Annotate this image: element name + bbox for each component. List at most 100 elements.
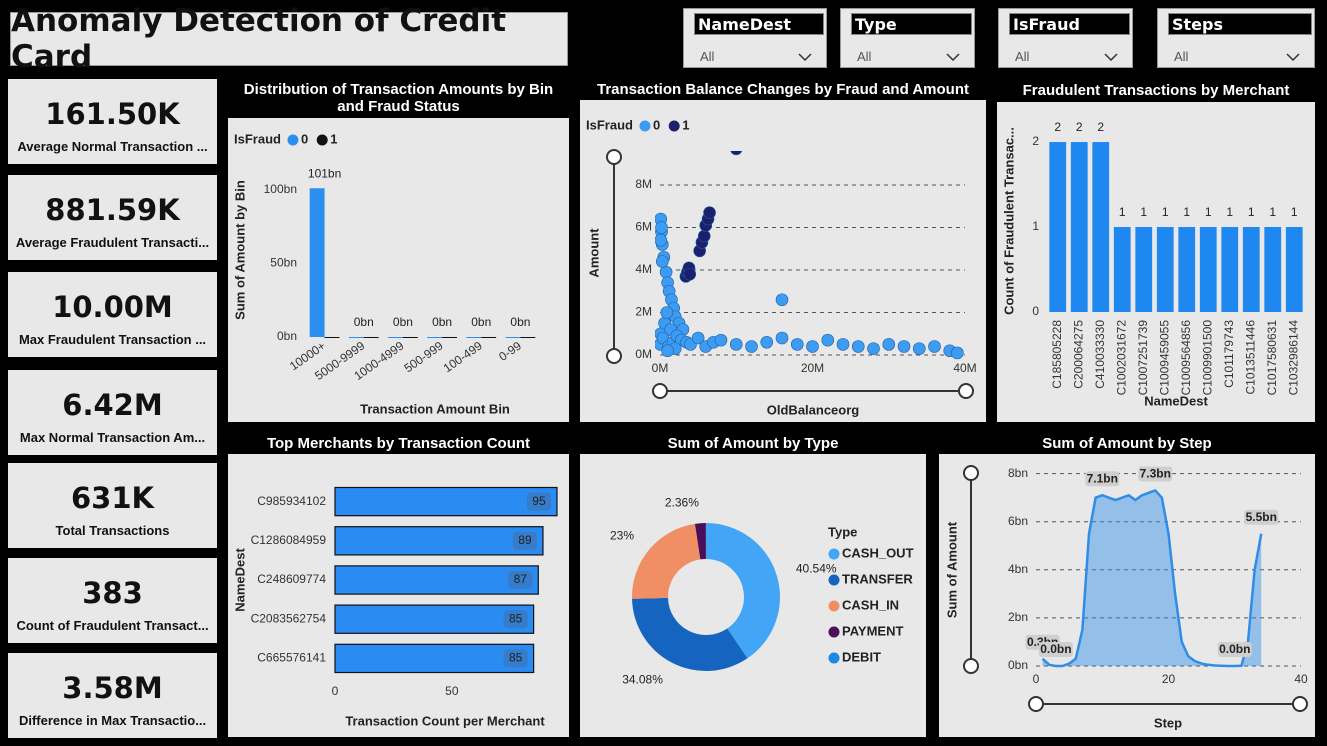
x-tick-label: 20 bbox=[1162, 672, 1176, 686]
scatter-point bbox=[659, 265, 673, 279]
bar bbox=[1285, 227, 1303, 312]
x-tick-label: 0M bbox=[652, 361, 669, 375]
data-label: 0.0bn bbox=[1219, 642, 1250, 656]
chevron bbox=[1286, 53, 1300, 61]
donut-slice bbox=[706, 523, 781, 659]
chart-title: Distribution of Transaction Amounts by B… bbox=[228, 78, 569, 118]
bar bbox=[481, 337, 497, 338]
x-tick-label: 40M bbox=[953, 361, 976, 375]
y-tick-label: 4M bbox=[635, 262, 652, 276]
kpi-value: 3.58M bbox=[62, 671, 163, 705]
data-label: 87 bbox=[514, 572, 528, 586]
legend-label: CASH_IN bbox=[842, 597, 899, 612]
scatter-point bbox=[683, 267, 697, 281]
legend-title: IsFraud bbox=[586, 117, 633, 132]
x-axis-title: Transaction Count per Merchant bbox=[345, 713, 545, 728]
slicer[interactable]: Steps All bbox=[1157, 8, 1315, 68]
data-label: 0bn bbox=[510, 315, 530, 329]
legend-label: 1 bbox=[330, 131, 337, 146]
chart-title: Fraudulent Transactions by Merchant bbox=[997, 78, 1315, 102]
y-tick-label: 0bn bbox=[1008, 658, 1028, 672]
bar bbox=[334, 604, 535, 634]
bar bbox=[363, 337, 379, 338]
bar bbox=[1199, 227, 1217, 312]
scatter-point bbox=[951, 346, 964, 360]
scatter-point bbox=[836, 338, 850, 351]
data-label: 34.08% bbox=[622, 673, 663, 687]
data-label: 2.36% bbox=[665, 495, 699, 509]
scatter-point bbox=[775, 293, 789, 307]
y-tick-label: C2083562754 bbox=[251, 611, 327, 625]
range-slider[interactable] bbox=[606, 149, 974, 399]
bar bbox=[334, 565, 539, 595]
scatter-point bbox=[730, 151, 743, 156]
x-tick-label: C410033330 bbox=[1093, 320, 1107, 389]
scatter-point bbox=[691, 331, 705, 345]
scatter-point bbox=[729, 338, 743, 351]
chart-title: Top Merchants by Transaction Count bbox=[228, 432, 569, 454]
data-label: 2 bbox=[1076, 120, 1083, 134]
x-tick-label: C1013511446 bbox=[1243, 320, 1257, 395]
y-tick-label: 8bn bbox=[1008, 466, 1028, 480]
range-slider[interactable] bbox=[963, 465, 1308, 712]
legend-swatch bbox=[828, 652, 840, 664]
scatter-point bbox=[661, 344, 674, 358]
slicer-label: IsFraud bbox=[1009, 13, 1130, 35]
scatter-point bbox=[851, 340, 865, 353]
data-label: 7.1bn bbox=[1087, 471, 1118, 485]
chart-panel: Distribution of Transaction Amounts by B… bbox=[228, 78, 569, 422]
data-label-bg bbox=[503, 649, 528, 668]
data-label: 95 bbox=[532, 494, 546, 508]
legend-swatch bbox=[668, 120, 680, 132]
data-label: 1 bbox=[1162, 205, 1169, 219]
bar bbox=[1264, 227, 1282, 312]
scatter-point bbox=[660, 306, 674, 319]
slicer[interactable]: IsFraud All bbox=[998, 8, 1133, 68]
kpi-value: 383 bbox=[82, 576, 143, 610]
kpi-label: Count of Fraudulent Transact... bbox=[16, 618, 209, 633]
data-label: 1 bbox=[1140, 205, 1147, 219]
data-label-bg bbox=[526, 492, 551, 511]
y-tick-label: 2 bbox=[1032, 134, 1039, 148]
x-tick-label: 40 bbox=[1294, 672, 1308, 686]
y-tick-label: C665576141 bbox=[257, 651, 326, 665]
chart-title: Sum of Amount by Type bbox=[580, 432, 926, 454]
donut-slice bbox=[632, 523, 701, 599]
y-tick-label: 2M bbox=[635, 305, 652, 319]
kpi-label: Average Fraudulent Transacti... bbox=[15, 235, 210, 250]
legend-label: 0 bbox=[653, 117, 660, 132]
data-label: 1 bbox=[1269, 205, 1276, 219]
chart-panel: Transaction Balance Changes by Fraud and… bbox=[580, 78, 986, 422]
y-axis-title: Count of Fraudulent Transac... bbox=[1001, 127, 1016, 315]
data-label: 2 bbox=[1054, 120, 1061, 134]
kpi-card: 631K Total Transactions bbox=[8, 463, 217, 548]
donut-slice bbox=[632, 597, 748, 671]
scatter-point bbox=[867, 342, 880, 355]
chevron bbox=[946, 53, 960, 61]
data-label: 101bn bbox=[308, 166, 341, 180]
slicer[interactable]: NameDest All bbox=[683, 8, 827, 68]
y-tick-label: C985934102 bbox=[257, 494, 326, 508]
slicer[interactable]: Type All bbox=[840, 8, 975, 68]
kpi-card: 161.50K Average Normal Transaction ... bbox=[8, 79, 217, 164]
kpi-label: Average Normal Transaction ... bbox=[17, 139, 208, 154]
y-tick-label: C1286084959 bbox=[251, 533, 327, 547]
data-label: 40.54% bbox=[796, 562, 837, 576]
bar bbox=[334, 526, 544, 556]
legend-swatch bbox=[316, 134, 328, 146]
data-label: 89 bbox=[518, 533, 532, 547]
x-tick-label: 0 bbox=[1033, 672, 1040, 686]
x-tick-label: 50 bbox=[445, 684, 459, 698]
x-tick-label: 20M bbox=[801, 361, 824, 375]
data-label: 5.5bn bbox=[1246, 510, 1277, 524]
legend-swatch bbox=[828, 574, 840, 586]
scatter-point bbox=[703, 206, 716, 219]
kpi-card: 3.58M Difference in Max Transactio... bbox=[8, 653, 217, 738]
x-tick-label: 0 bbox=[332, 684, 339, 698]
scatter-point bbox=[760, 335, 774, 349]
legend-swatch bbox=[828, 626, 840, 638]
data-label-bg bbox=[1138, 466, 1173, 482]
kpi-card: 383 Count of Fraudulent Transact... bbox=[8, 558, 217, 643]
bar bbox=[334, 643, 535, 674]
